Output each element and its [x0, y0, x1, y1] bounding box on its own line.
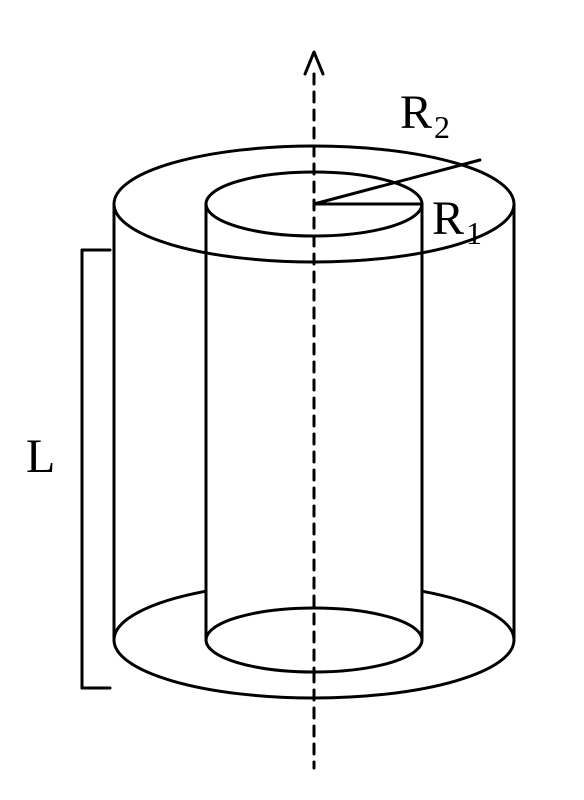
axis-arrowhead	[305, 52, 323, 74]
hollow-cylinder-diagram: L R2 R1	[0, 0, 584, 800]
bottom-outer-back-arc-left	[114, 591, 206, 640]
label-L: L	[26, 430, 55, 483]
bottom-outer-back-arc-right	[422, 591, 514, 640]
label-R2: R2	[400, 86, 450, 145]
label-R1: R1	[432, 192, 482, 251]
